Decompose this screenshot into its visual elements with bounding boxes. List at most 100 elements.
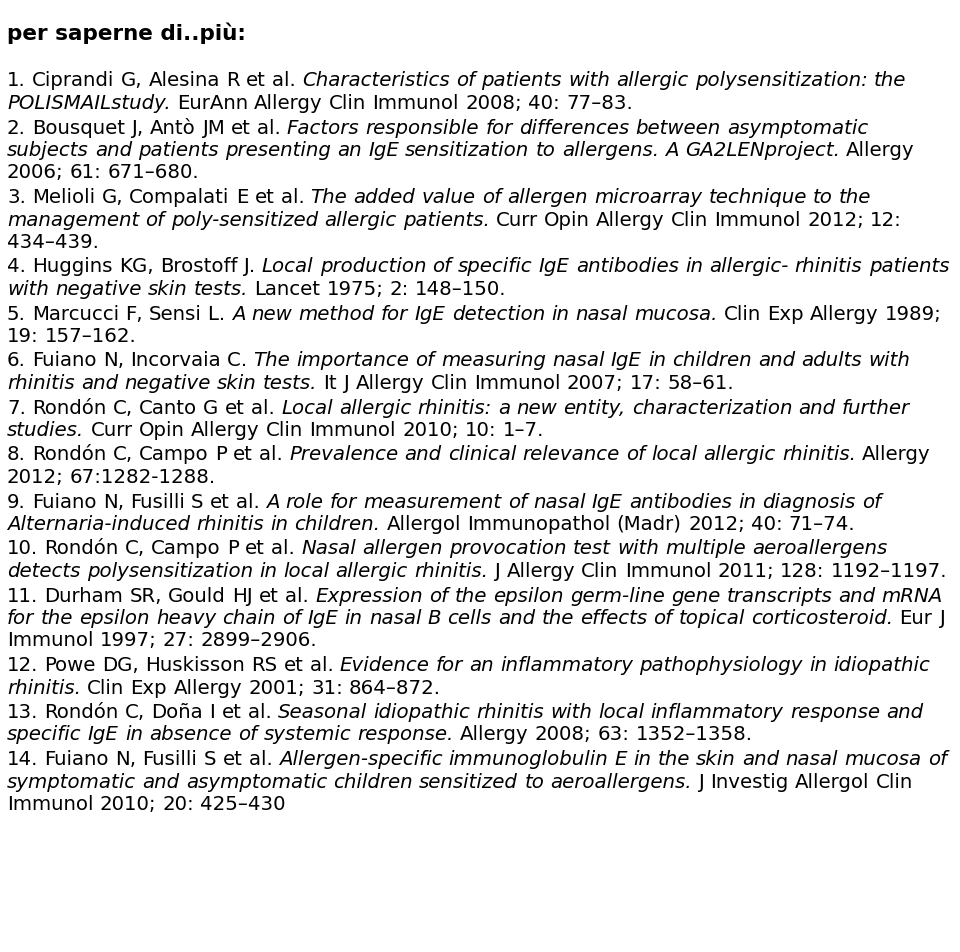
Text: rhinitis.: rhinitis. [414, 562, 488, 581]
Text: 128:: 128: [780, 562, 825, 581]
Text: Fuiano: Fuiano [32, 492, 97, 511]
Text: 14.: 14. [7, 750, 38, 769]
Text: C,: C, [112, 446, 132, 465]
Text: al.: al. [259, 446, 289, 465]
Text: allergic: allergic [339, 399, 411, 418]
Text: Allergy: Allergy [862, 446, 931, 465]
Text: 12:: 12: [871, 210, 902, 229]
Text: added: added [353, 188, 416, 207]
Text: in: in [738, 492, 756, 511]
Text: immunoglobulin: immunoglobulin [448, 750, 609, 769]
Text: in: in [259, 562, 277, 581]
Text: Rondón: Rondón [44, 703, 119, 722]
Text: Immunol: Immunol [372, 94, 459, 113]
Text: IgE: IgE [415, 305, 445, 324]
Text: multiple: multiple [665, 540, 746, 559]
Text: Immunol: Immunol [474, 374, 561, 393]
Text: al.: al. [280, 188, 311, 207]
Text: 10:: 10: [465, 421, 496, 440]
Text: et: et [246, 71, 266, 90]
Text: in: in [634, 750, 651, 769]
Text: Allergy: Allergy [254, 94, 323, 113]
Text: Clin: Clin [671, 210, 708, 229]
Text: al.: al. [272, 71, 302, 90]
Text: Alesina: Alesina [149, 71, 220, 90]
Text: provocation: provocation [449, 540, 566, 559]
Text: sensitized: sensitized [420, 772, 518, 791]
Text: local: local [283, 562, 329, 581]
Text: asymptomatic: asymptomatic [185, 772, 327, 791]
Text: systemic: systemic [263, 725, 351, 744]
Text: KG,: KG, [119, 257, 154, 276]
Text: allergic: allergic [704, 446, 776, 465]
Text: rhinitis.: rhinitis. [7, 679, 81, 698]
Text: 7.: 7. [7, 399, 26, 418]
Text: pathophysiology: pathophysiology [639, 656, 803, 675]
Text: in: in [648, 351, 666, 370]
Text: and: and [838, 586, 876, 605]
Text: adults: adults [802, 351, 862, 370]
Text: 425–430: 425–430 [201, 795, 286, 814]
Text: responsible: responsible [366, 118, 479, 137]
Text: of: of [626, 446, 645, 465]
Text: Canto: Canto [139, 399, 197, 418]
Text: effects: effects [580, 609, 647, 628]
Text: Nasal: Nasal [301, 540, 356, 559]
Text: local: local [598, 703, 644, 722]
Text: allergen: allergen [362, 540, 443, 559]
Text: Clin: Clin [430, 374, 468, 393]
Text: of: of [508, 492, 527, 511]
Text: in: in [551, 305, 569, 324]
Text: 2007;: 2007; [566, 374, 623, 393]
Text: idiopathic: idiopathic [373, 703, 470, 722]
Text: Gould: Gould [168, 586, 226, 605]
Text: Brostoff: Brostoff [159, 257, 237, 276]
Text: JM: JM [202, 118, 225, 137]
Text: technique: technique [708, 188, 806, 207]
Text: 2.: 2. [7, 118, 26, 137]
Text: HJ: HJ [232, 586, 252, 605]
Text: Clin: Clin [876, 772, 913, 791]
Text: to: to [813, 188, 833, 207]
Text: and: and [886, 703, 924, 722]
Text: clinical: clinical [447, 446, 516, 465]
Text: local: local [651, 446, 697, 465]
Text: G: G [204, 399, 219, 418]
Text: 2899–2906.: 2899–2906. [201, 631, 318, 650]
Text: P: P [228, 540, 239, 559]
Text: poly-sensitized: poly-sensitized [171, 210, 318, 229]
Text: with: with [550, 703, 592, 722]
Text: C,: C, [125, 540, 145, 559]
Text: et: et [254, 188, 275, 207]
Text: Fusilli: Fusilli [143, 750, 198, 769]
Text: Immunol: Immunol [7, 795, 93, 814]
Text: studies.: studies. [7, 421, 84, 440]
Text: 2:: 2: [390, 280, 409, 299]
Text: N,: N, [115, 750, 136, 769]
Text: in: in [809, 656, 828, 675]
Text: for: for [436, 656, 463, 675]
Text: microarray: microarray [594, 188, 702, 207]
Text: Clin: Clin [266, 421, 303, 440]
Text: topical: topical [679, 609, 745, 628]
Text: Durham: Durham [44, 586, 123, 605]
Text: Allergy: Allergy [506, 562, 575, 581]
Text: nasal: nasal [575, 305, 628, 324]
Text: 67:1282-1288.: 67:1282-1288. [70, 468, 216, 487]
Text: allergic: allergic [616, 71, 688, 90]
Text: tests.: tests. [263, 374, 317, 393]
Text: G,: G, [121, 71, 142, 90]
Text: F,: F, [126, 305, 143, 324]
Text: allergen: allergen [507, 188, 588, 207]
Text: J: J [939, 609, 945, 628]
Text: SR,: SR, [130, 586, 162, 605]
Text: The: The [253, 351, 290, 370]
Text: with: with [617, 540, 659, 559]
Text: children.: children. [295, 515, 380, 534]
Text: al.: al. [251, 399, 281, 418]
Text: germ-line: germ-line [570, 586, 664, 605]
Text: 71–74.: 71–74. [789, 515, 855, 534]
Text: 2012;: 2012; [7, 468, 63, 487]
Text: S: S [204, 750, 216, 769]
Text: POLISMAILstudy.: POLISMAILstudy. [7, 94, 171, 113]
